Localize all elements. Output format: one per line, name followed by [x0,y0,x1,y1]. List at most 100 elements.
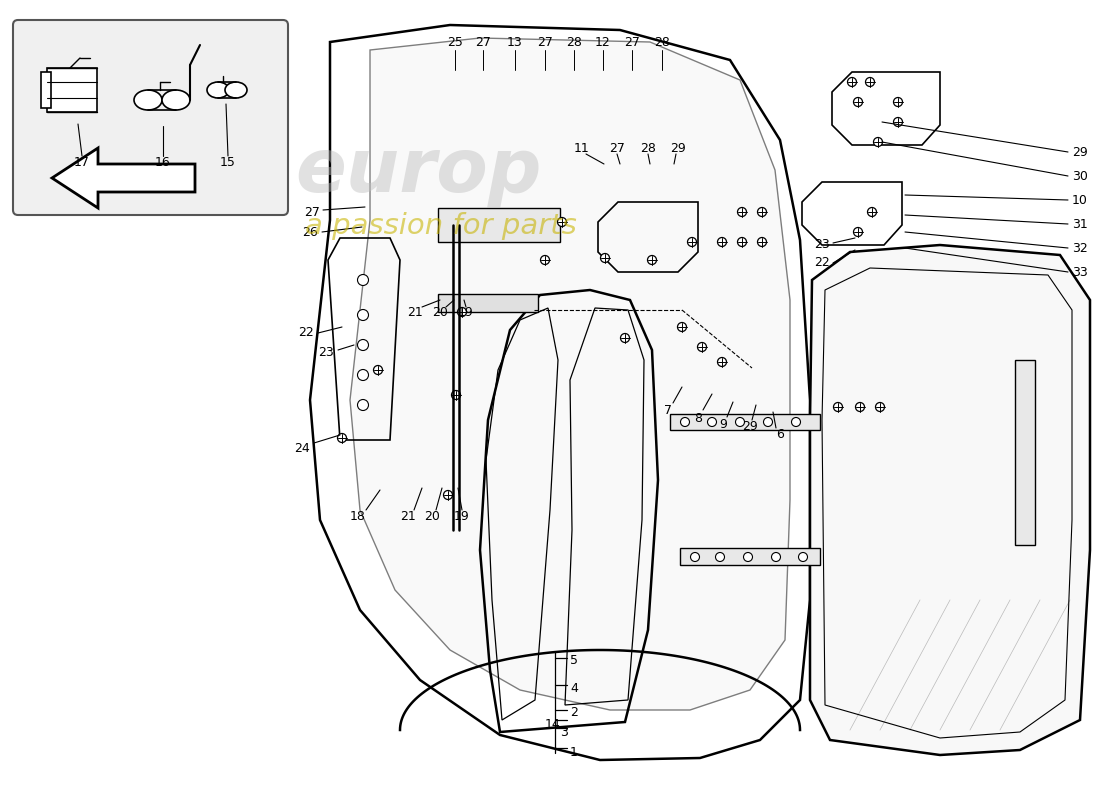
Text: 28: 28 [654,37,670,50]
Text: 27: 27 [624,37,640,50]
Text: 6: 6 [777,429,784,442]
Text: 21: 21 [400,510,416,523]
Text: 23: 23 [318,346,334,359]
Text: 1: 1 [570,746,578,758]
Text: europ: europ [295,135,541,209]
Ellipse shape [162,90,190,110]
Circle shape [374,366,383,374]
Circle shape [717,358,726,366]
FancyBboxPatch shape [13,20,288,215]
Text: 27: 27 [537,37,553,50]
Text: 19: 19 [454,510,470,523]
Circle shape [799,553,807,562]
Circle shape [601,254,609,262]
Text: 25: 25 [447,37,463,50]
Circle shape [736,418,745,426]
Text: 16: 16 [155,155,170,169]
Text: 31: 31 [1072,218,1088,230]
Text: 9: 9 [719,418,727,430]
Text: 18: 18 [350,510,366,523]
Text: 29: 29 [742,421,758,434]
Text: 33: 33 [1072,266,1088,278]
Circle shape [856,402,865,411]
Circle shape [681,418,690,426]
Text: 13: 13 [507,37,522,50]
Text: 10: 10 [1072,194,1088,206]
FancyBboxPatch shape [41,72,51,108]
Circle shape [358,370,368,381]
Circle shape [451,390,461,399]
Circle shape [358,310,368,321]
Text: 32: 32 [1072,242,1088,254]
Text: 26: 26 [302,226,318,238]
Text: 7: 7 [664,403,672,417]
Circle shape [758,207,767,217]
Circle shape [876,402,884,411]
Circle shape [758,238,767,246]
Polygon shape [810,245,1090,755]
Circle shape [847,78,857,86]
Text: 22: 22 [814,257,829,270]
Polygon shape [680,548,820,565]
Circle shape [443,490,452,499]
Text: 11: 11 [574,142,590,154]
Text: 5: 5 [570,654,578,666]
Circle shape [648,255,657,265]
Circle shape [737,238,747,246]
Circle shape [866,78,874,86]
Text: 12: 12 [595,37,610,50]
Text: 28: 28 [640,142,656,154]
Circle shape [717,238,726,246]
Text: 22: 22 [298,326,314,339]
Circle shape [707,418,716,426]
Text: 8: 8 [694,411,702,425]
Circle shape [792,418,801,426]
Text: 14: 14 [544,718,560,731]
Text: 27: 27 [475,37,491,50]
Polygon shape [1015,360,1035,545]
Circle shape [688,238,696,246]
Circle shape [868,207,877,217]
Polygon shape [670,414,820,430]
Circle shape [834,402,843,411]
Text: 27: 27 [609,142,625,154]
Circle shape [854,98,862,106]
Circle shape [358,339,368,350]
Text: 29: 29 [670,142,686,154]
Circle shape [763,418,772,426]
Circle shape [540,255,550,265]
Circle shape [678,322,686,331]
Text: 3: 3 [560,726,568,738]
Text: 30: 30 [1072,170,1088,182]
Text: 28: 28 [566,37,582,50]
Polygon shape [438,294,538,312]
Circle shape [744,553,752,562]
Text: 20: 20 [432,306,448,318]
Text: 15: 15 [220,155,235,169]
Circle shape [458,307,466,317]
Text: 27: 27 [304,206,320,218]
Polygon shape [350,38,790,710]
Circle shape [558,218,566,226]
Polygon shape [438,208,560,242]
Circle shape [893,98,902,106]
Text: 24: 24 [294,442,310,454]
Circle shape [620,334,629,342]
Text: 17: 17 [74,155,90,169]
Circle shape [737,207,747,217]
Circle shape [697,342,706,351]
Circle shape [338,434,346,442]
Text: 4: 4 [570,682,578,694]
Ellipse shape [207,82,229,98]
Circle shape [893,118,902,126]
Circle shape [715,553,725,562]
Circle shape [771,553,781,562]
Text: 21: 21 [407,306,422,318]
Ellipse shape [134,90,162,110]
Text: 20: 20 [425,510,440,523]
Ellipse shape [226,82,248,98]
Text: a passion for parts: a passion for parts [305,212,576,240]
Circle shape [691,553,700,562]
Text: 23: 23 [814,238,829,251]
Text: 2: 2 [570,706,578,719]
